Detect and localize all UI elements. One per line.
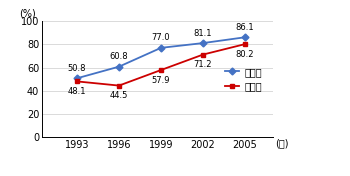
規定率 [117, 66, 121, 68]
取得率 [243, 43, 247, 45]
Text: 50.8: 50.8 [68, 64, 86, 73]
Text: 48.1: 48.1 [68, 87, 86, 96]
Line: 規定率: 規定率 [75, 35, 247, 81]
規定率 [75, 77, 79, 79]
規定率 [243, 36, 247, 38]
取得率 [117, 84, 121, 87]
Text: (%): (%) [19, 9, 36, 19]
規定率 [159, 47, 163, 49]
Text: 77.0: 77.0 [152, 33, 170, 42]
Text: 71.2: 71.2 [194, 60, 212, 69]
Text: 57.9: 57.9 [152, 76, 170, 85]
Text: 44.5: 44.5 [110, 91, 128, 100]
取得率 [201, 54, 205, 56]
取得率 [159, 69, 163, 71]
Text: 80.2: 80.2 [236, 50, 254, 59]
Text: 86.1: 86.1 [236, 23, 254, 32]
Legend: 規定率, 取得率: 規定率, 取得率 [221, 63, 266, 96]
Text: 81.1: 81.1 [194, 29, 212, 37]
Line: 取得率: 取得率 [75, 42, 247, 88]
取得率 [75, 80, 79, 83]
Text: 60.8: 60.8 [110, 52, 128, 61]
規定率 [201, 42, 205, 44]
Text: (年): (年) [275, 139, 289, 148]
